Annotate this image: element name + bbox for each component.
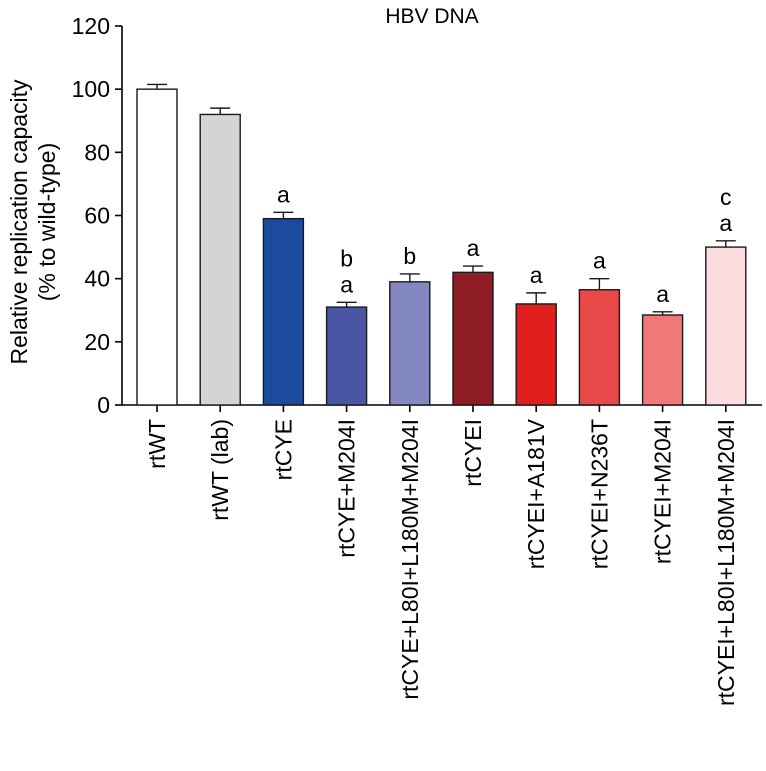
y-tick-label: 100 xyxy=(72,76,110,102)
y-tick-label: 60 xyxy=(84,203,110,229)
bar xyxy=(452,271,494,406)
significance-letter: a xyxy=(467,235,480,261)
x-tick-label: rtCYE+M204I xyxy=(334,419,360,558)
significance-letter: a xyxy=(340,271,353,297)
bar xyxy=(641,314,684,406)
error-bars xyxy=(147,83,736,315)
significance-letter: c xyxy=(720,184,732,210)
significance-letter: a xyxy=(719,210,732,236)
x-tick-label: rtCYE+L80I+L180M+M204I xyxy=(397,419,423,700)
significance-letter: a xyxy=(593,248,606,274)
bar xyxy=(136,88,178,406)
x-tick-label: rtCYE xyxy=(270,419,296,480)
significance-letter: b xyxy=(340,245,353,271)
chart-title: HBV DNA xyxy=(385,5,478,28)
x-tick-label: rtCYEI+L80I+L180M+M204I xyxy=(713,419,739,706)
x-tick-label: rtCYEI+N236T xyxy=(586,419,612,569)
bar xyxy=(578,289,621,406)
y-tick-label: 20 xyxy=(84,329,110,355)
x-tick-label: rtCYEI+M204I xyxy=(650,419,676,564)
labels: rtWT rtWT (lab)artCYEabrtCYE+M204IbrtCYE+… xyxy=(144,181,739,706)
significance-letter: b xyxy=(403,243,416,269)
y-tick-label: 120 xyxy=(72,13,110,39)
y-tick-label: 40 xyxy=(84,266,110,292)
y-tick-label: 80 xyxy=(84,139,110,165)
bars xyxy=(136,88,747,406)
significance-letter: a xyxy=(656,281,669,307)
bar xyxy=(199,113,241,406)
significance-letter: a xyxy=(277,181,290,207)
significance-letter: a xyxy=(530,262,543,288)
y-axis-label-line1: Relative replication capacity xyxy=(6,79,32,365)
x-tick-label: rtWT (lab) xyxy=(207,419,233,521)
x-tick-label: rtWT xyxy=(144,419,170,469)
y-axis-label-line2: (% to wild-type) xyxy=(34,143,60,301)
y-tick-label: 0 xyxy=(97,392,110,418)
x-tick-label: rtCYEI xyxy=(460,419,486,487)
bar xyxy=(705,246,747,406)
bar xyxy=(389,281,431,406)
bar xyxy=(515,303,557,406)
bar xyxy=(325,306,368,406)
x-tick-label: rtCYEI+A181V xyxy=(523,418,549,569)
bar xyxy=(262,217,305,406)
